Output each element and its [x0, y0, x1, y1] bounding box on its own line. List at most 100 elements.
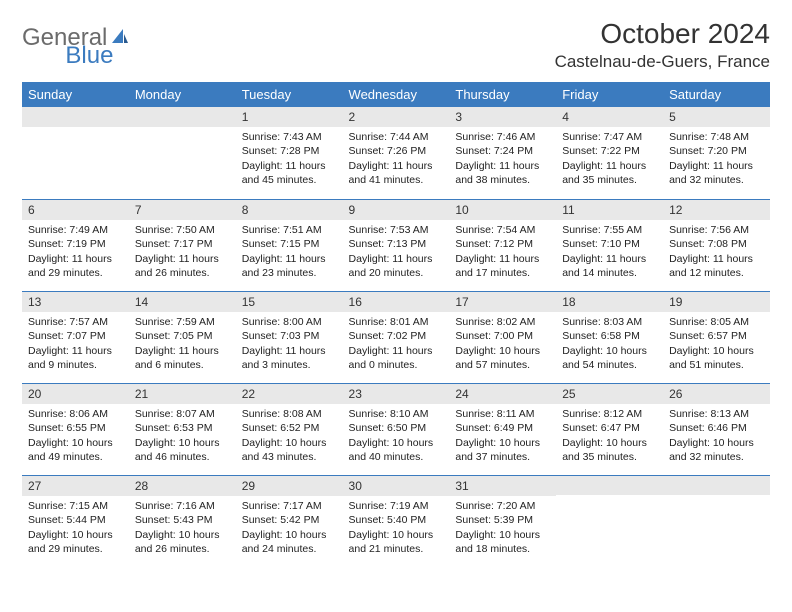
day-number: 25 [556, 383, 663, 404]
calendar-cell: 26Sunrise: 8:13 AMSunset: 6:46 PMDayligh… [663, 383, 770, 475]
empty-day-number [22, 107, 129, 127]
day-number: 9 [343, 199, 450, 220]
daylight-text: Daylight: 10 hours and 57 minutes. [455, 344, 550, 372]
sunrise-text: Sunrise: 7:17 AM [242, 499, 337, 513]
day-content: Sunrise: 7:54 AMSunset: 7:12 PMDaylight:… [449, 220, 556, 286]
sunset-text: Sunset: 5:44 PM [28, 513, 123, 527]
day-header: Thursday [449, 82, 556, 107]
daylight-text: Daylight: 10 hours and 40 minutes. [349, 436, 444, 464]
daylight-text: Daylight: 10 hours and 29 minutes. [28, 528, 123, 556]
sunrise-text: Sunrise: 8:12 AM [562, 407, 657, 421]
sunset-text: Sunset: 7:03 PM [242, 329, 337, 343]
day-content: Sunrise: 8:03 AMSunset: 6:58 PMDaylight:… [556, 312, 663, 378]
sunset-text: Sunset: 7:07 PM [28, 329, 123, 343]
day-number: 10 [449, 199, 556, 220]
sunrise-text: Sunrise: 7:47 AM [562, 130, 657, 144]
day-content: Sunrise: 7:46 AMSunset: 7:24 PMDaylight:… [449, 127, 556, 193]
sunrise-text: Sunrise: 7:44 AM [349, 130, 444, 144]
day-number: 17 [449, 291, 556, 312]
calendar-cell: 31Sunrise: 7:20 AMSunset: 5:39 PMDayligh… [449, 475, 556, 567]
daylight-text: Daylight: 10 hours and 37 minutes. [455, 436, 550, 464]
calendar-cell: 12Sunrise: 7:56 AMSunset: 7:08 PMDayligh… [663, 199, 770, 291]
day-number: 21 [129, 383, 236, 404]
day-number: 28 [129, 475, 236, 496]
calendar-cell [129, 107, 236, 199]
calendar-row: 27Sunrise: 7:15 AMSunset: 5:44 PMDayligh… [22, 475, 770, 567]
day-header: Sunday [22, 82, 129, 107]
day-header: Monday [129, 82, 236, 107]
sunrise-text: Sunrise: 8:00 AM [242, 315, 337, 329]
sunset-text: Sunset: 6:50 PM [349, 421, 444, 435]
day-number: 15 [236, 291, 343, 312]
day-header: Wednesday [343, 82, 450, 107]
sunrise-text: Sunrise: 7:50 AM [135, 223, 230, 237]
sunrise-text: Sunrise: 7:53 AM [349, 223, 444, 237]
empty-day-number [663, 475, 770, 495]
calendar-cell: 18Sunrise: 8:03 AMSunset: 6:58 PMDayligh… [556, 291, 663, 383]
sunset-text: Sunset: 7:22 PM [562, 144, 657, 158]
day-content: Sunrise: 7:44 AMSunset: 7:26 PMDaylight:… [343, 127, 450, 193]
sunrise-text: Sunrise: 8:10 AM [349, 407, 444, 421]
day-content: Sunrise: 7:47 AMSunset: 7:22 PMDaylight:… [556, 127, 663, 193]
page-title: October 2024 [555, 18, 770, 50]
calendar-cell: 16Sunrise: 8:01 AMSunset: 7:02 PMDayligh… [343, 291, 450, 383]
calendar-cell: 7Sunrise: 7:50 AMSunset: 7:17 PMDaylight… [129, 199, 236, 291]
calendar-cell: 30Sunrise: 7:19 AMSunset: 5:40 PMDayligh… [343, 475, 450, 567]
daylight-text: Daylight: 10 hours and 49 minutes. [28, 436, 123, 464]
empty-day-number [129, 107, 236, 127]
daylight-text: Daylight: 11 hours and 38 minutes. [455, 159, 550, 187]
daylight-text: Daylight: 11 hours and 12 minutes. [669, 252, 764, 280]
day-content: Sunrise: 7:56 AMSunset: 7:08 PMDaylight:… [663, 220, 770, 286]
sunset-text: Sunset: 7:00 PM [455, 329, 550, 343]
sunset-text: Sunset: 6:52 PM [242, 421, 337, 435]
daylight-text: Daylight: 11 hours and 3 minutes. [242, 344, 337, 372]
sunrise-text: Sunrise: 7:43 AM [242, 130, 337, 144]
sunrise-text: Sunrise: 7:55 AM [562, 223, 657, 237]
sunset-text: Sunset: 7:13 PM [349, 237, 444, 251]
daylight-text: Daylight: 11 hours and 9 minutes. [28, 344, 123, 372]
calendar-cell: 9 Sunrise: 7:53 AMSunset: 7:13 PMDaylight… [343, 199, 450, 291]
day-number: 27 [22, 475, 129, 496]
day-number: 16 [343, 291, 450, 312]
day-content: Sunrise: 8:00 AMSunset: 7:03 PMDaylight:… [236, 312, 343, 378]
daylight-text: Daylight: 11 hours and 20 minutes. [349, 252, 444, 280]
sunrise-text: Sunrise: 8:02 AM [455, 315, 550, 329]
day-header-row: Sunday Monday Tuesday Wednesday Thursday… [22, 82, 770, 107]
day-content: Sunrise: 8:02 AMSunset: 7:00 PMDaylight:… [449, 312, 556, 378]
daylight-text: Daylight: 10 hours and 18 minutes. [455, 528, 550, 556]
day-content: Sunrise: 8:06 AMSunset: 6:55 PMDaylight:… [22, 404, 129, 470]
daylight-text: Daylight: 11 hours and 17 minutes. [455, 252, 550, 280]
day-content: Sunrise: 7:57 AMSunset: 7:07 PMDaylight:… [22, 312, 129, 378]
calendar-cell: 20Sunrise: 8:06 AMSunset: 6:55 PMDayligh… [22, 383, 129, 475]
header: General Blue October 2024 Castelnau-de-G… [22, 18, 770, 72]
calendar-cell: 10Sunrise: 7:54 AMSunset: 7:12 PMDayligh… [449, 199, 556, 291]
day-content: Sunrise: 7:17 AMSunset: 5:42 PMDaylight:… [236, 496, 343, 562]
calendar-table: Sunday Monday Tuesday Wednesday Thursday… [22, 82, 770, 567]
day-content: Sunrise: 8:05 AMSunset: 6:57 PMDaylight:… [663, 312, 770, 378]
day-content: Sunrise: 8:10 AMSunset: 6:50 PMDaylight:… [343, 404, 450, 470]
daylight-text: Daylight: 10 hours and 46 minutes. [135, 436, 230, 464]
calendar-row: 6Sunrise: 7:49 AMSunset: 7:19 PMDaylight… [22, 199, 770, 291]
sunset-text: Sunset: 7:17 PM [135, 237, 230, 251]
day-header: Saturday [663, 82, 770, 107]
day-content: Sunrise: 7:43 AMSunset: 7:28 PMDaylight:… [236, 127, 343, 193]
day-number: 31 [449, 475, 556, 496]
sunset-text: Sunset: 5:40 PM [349, 513, 444, 527]
sunset-text: Sunset: 7:19 PM [28, 237, 123, 251]
day-number: 8 [236, 199, 343, 220]
sunrise-text: Sunrise: 7:20 AM [455, 499, 550, 513]
sunset-text: Sunset: 7:08 PM [669, 237, 764, 251]
calendar-cell: 24Sunrise: 8:11 AMSunset: 6:49 PMDayligh… [449, 383, 556, 475]
sunset-text: Sunset: 5:43 PM [135, 513, 230, 527]
location-label: Castelnau-de-Guers, France [555, 52, 770, 72]
day-content: Sunrise: 7:20 AMSunset: 5:39 PMDaylight:… [449, 496, 556, 562]
daylight-text: Daylight: 10 hours and 35 minutes. [562, 436, 657, 464]
title-block: October 2024 Castelnau-de-Guers, France [555, 18, 770, 72]
sunset-text: Sunset: 7:26 PM [349, 144, 444, 158]
day-content: Sunrise: 8:08 AMSunset: 6:52 PMDaylight:… [236, 404, 343, 470]
sunset-text: Sunset: 6:47 PM [562, 421, 657, 435]
day-content: Sunrise: 8:01 AMSunset: 7:02 PMDaylight:… [343, 312, 450, 378]
calendar-cell: 29Sunrise: 7:17 AMSunset: 5:42 PMDayligh… [236, 475, 343, 567]
sunset-text: Sunset: 7:24 PM [455, 144, 550, 158]
sunset-text: Sunset: 7:02 PM [349, 329, 444, 343]
